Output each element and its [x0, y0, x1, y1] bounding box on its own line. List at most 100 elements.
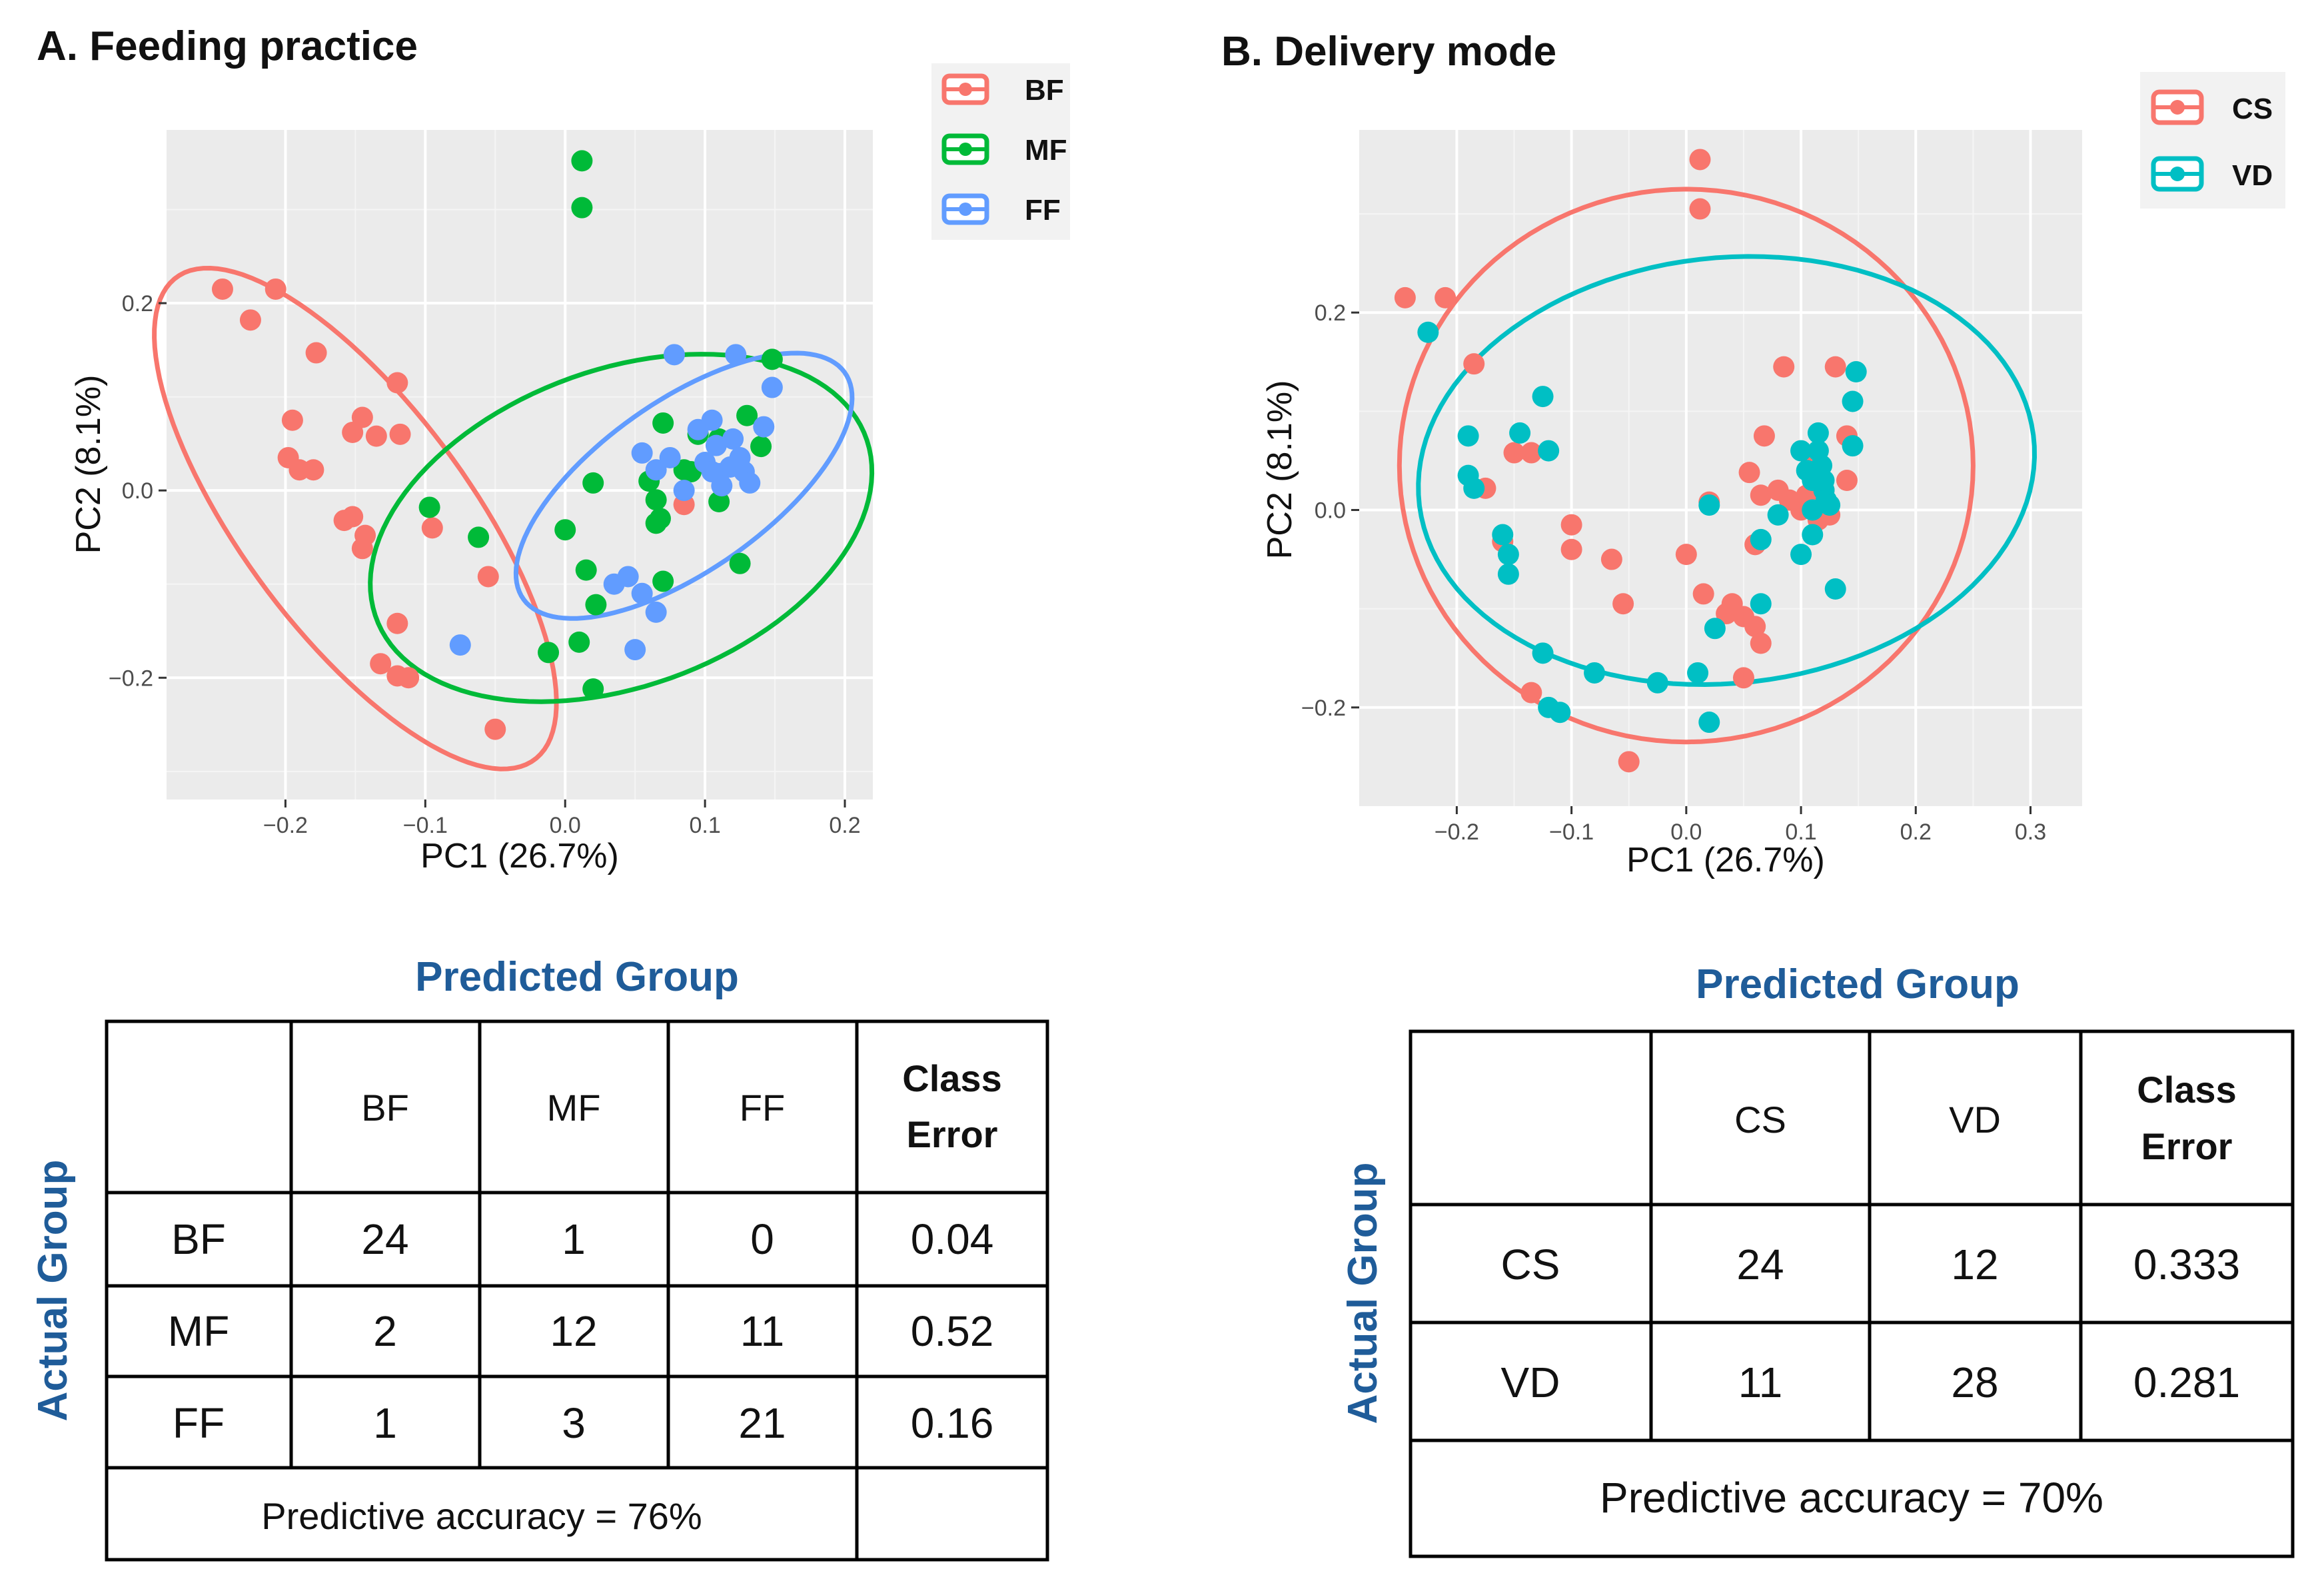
- point-vd: [1698, 712, 1720, 734]
- point-ff: [739, 472, 761, 494]
- table-b-accuracy: Predictive accuracy = 70%: [1600, 1474, 2103, 1522]
- point-ff: [624, 639, 646, 661]
- point-mf: [582, 678, 604, 700]
- point-bf: [302, 459, 324, 481]
- plot-a-ytick-label: 0.0: [122, 478, 153, 504]
- point-bf: [265, 278, 287, 300]
- table-a-col-header: BF: [361, 1087, 409, 1129]
- table-a-cell: 11: [740, 1307, 784, 1355]
- point-vd: [1532, 642, 1554, 664]
- table-a-cell: 0.16: [911, 1399, 994, 1447]
- point-vd: [1704, 618, 1726, 640]
- point-cs: [1750, 484, 1772, 506]
- table-a-cell: 21: [738, 1399, 786, 1447]
- point-bf: [365, 425, 387, 447]
- point-vd: [1417, 321, 1439, 343]
- table-b-text: Predicted Group Actual Group CS VD Class…: [1340, 961, 2240, 1522]
- point-mf: [468, 526, 490, 548]
- point-vd: [1497, 544, 1519, 566]
- point-cs: [1560, 538, 1582, 560]
- legend-key-cs: [2151, 89, 2204, 125]
- point-vd: [1842, 390, 1864, 412]
- legend-label-cs: CS: [2232, 93, 2273, 125]
- point-vd: [1824, 578, 1846, 600]
- plot-a-xtick-label: 0.1: [689, 813, 720, 838]
- plot-a-points: [211, 150, 783, 740]
- point-ff: [617, 566, 639, 588]
- point-cs: [1612, 593, 1634, 615]
- point-cs: [1435, 286, 1456, 308]
- point-cs: [1520, 442, 1542, 464]
- point-cs: [1732, 667, 1754, 689]
- plot-b-xlabel: PC1 (26.7%): [1626, 841, 1825, 879]
- table-a-cell: 1: [562, 1215, 586, 1263]
- point-bf: [351, 406, 373, 428]
- point-cs: [1675, 544, 1697, 566]
- plot-a-ylabel: PC2 (8.1%): [69, 375, 108, 554]
- point-vd: [1790, 440, 1812, 462]
- point-cs: [1738, 462, 1760, 484]
- plot-b-xtick-label: 0.0: [1670, 819, 1702, 845]
- panel-a-feeding-practice: A. Feeding practice −0.2 −0.1 0.0 0.1 0.2 0.2…: [37, 23, 1070, 875]
- ellipse-ff: [513, 350, 855, 621]
- point-mf: [750, 436, 772, 458]
- plot-b-xtick-label: −0.2: [1435, 819, 1479, 845]
- point-bf: [281, 409, 303, 431]
- plot-a-xtick-label: −0.1: [403, 813, 448, 838]
- table-a-row-label: FF: [173, 1399, 225, 1447]
- point-mf: [708, 491, 730, 513]
- point-cs: [1689, 149, 1711, 171]
- point-vd: [1492, 524, 1514, 546]
- point-mf: [571, 197, 593, 219]
- plot-b-xtick-label: 0.3: [2015, 819, 2046, 845]
- point-vd: [1584, 662, 1606, 684]
- point-ff: [701, 461, 723, 483]
- table-a-cell: 24: [361, 1215, 408, 1263]
- point-cs: [1600, 548, 1622, 570]
- point-cs: [1750, 632, 1772, 654]
- point-ff: [631, 582, 653, 604]
- table-a-col-header: MF: [547, 1087, 601, 1129]
- panel-b-delivery-mode: B. Delivery mode −0.2 −0.1 0.0 0.1 0.2 0.3 0.2…: [1221, 29, 2285, 879]
- point-ff: [673, 480, 695, 502]
- point-bf: [211, 278, 233, 300]
- plot-b-ytick-label: 0.2: [1315, 300, 1346, 326]
- ellipse-mf: [368, 352, 875, 704]
- point-mf: [582, 472, 604, 494]
- point-bf: [305, 342, 327, 364]
- table-a-class-error-header: Class: [902, 1057, 1001, 1099]
- table-b-cell: 11: [1738, 1358, 1782, 1406]
- point-vd: [1646, 672, 1668, 694]
- point-vd: [1767, 504, 1789, 526]
- panel-a-title: A. Feeding practice: [37, 23, 418, 69]
- legend-label-vd: VD: [2232, 159, 2273, 192]
- point-vd: [1842, 435, 1864, 457]
- table-b-class-error-header: Class: [2137, 1069, 2236, 1111]
- table-b-cell: 28: [1951, 1358, 1998, 1406]
- point-cs: [1824, 356, 1846, 378]
- point-vd: [1509, 422, 1531, 444]
- plot-b-xtick-label: 0.1: [1785, 819, 1816, 845]
- point-vd: [1698, 494, 1720, 516]
- point-cs: [1618, 751, 1640, 773]
- point-cs: [1560, 514, 1582, 536]
- plot-a-ytick-label: −0.2: [109, 666, 153, 691]
- point-cs: [1463, 353, 1485, 375]
- plot-a-legend: BF MF FF: [931, 63, 1070, 240]
- point-ff: [705, 434, 727, 456]
- point-mf: [761, 348, 783, 370]
- point-vd: [1687, 662, 1709, 684]
- point-mf: [538, 642, 560, 664]
- table-a-accuracy: Predictive accuracy = 76%: [261, 1495, 702, 1537]
- point-bf: [477, 566, 499, 588]
- table-a-cell: 0: [750, 1215, 774, 1263]
- table-a-col-header: FF: [740, 1087, 785, 1129]
- table-a-side-label: Actual Group: [30, 1160, 76, 1422]
- point-bf: [351, 538, 373, 560]
- point-vd: [1463, 477, 1485, 499]
- table-a-cell: 0.52: [911, 1307, 994, 1355]
- point-cs: [1836, 470, 1858, 492]
- point-mf: [571, 150, 593, 172]
- table-a-frame: [105, 1019, 1049, 1562]
